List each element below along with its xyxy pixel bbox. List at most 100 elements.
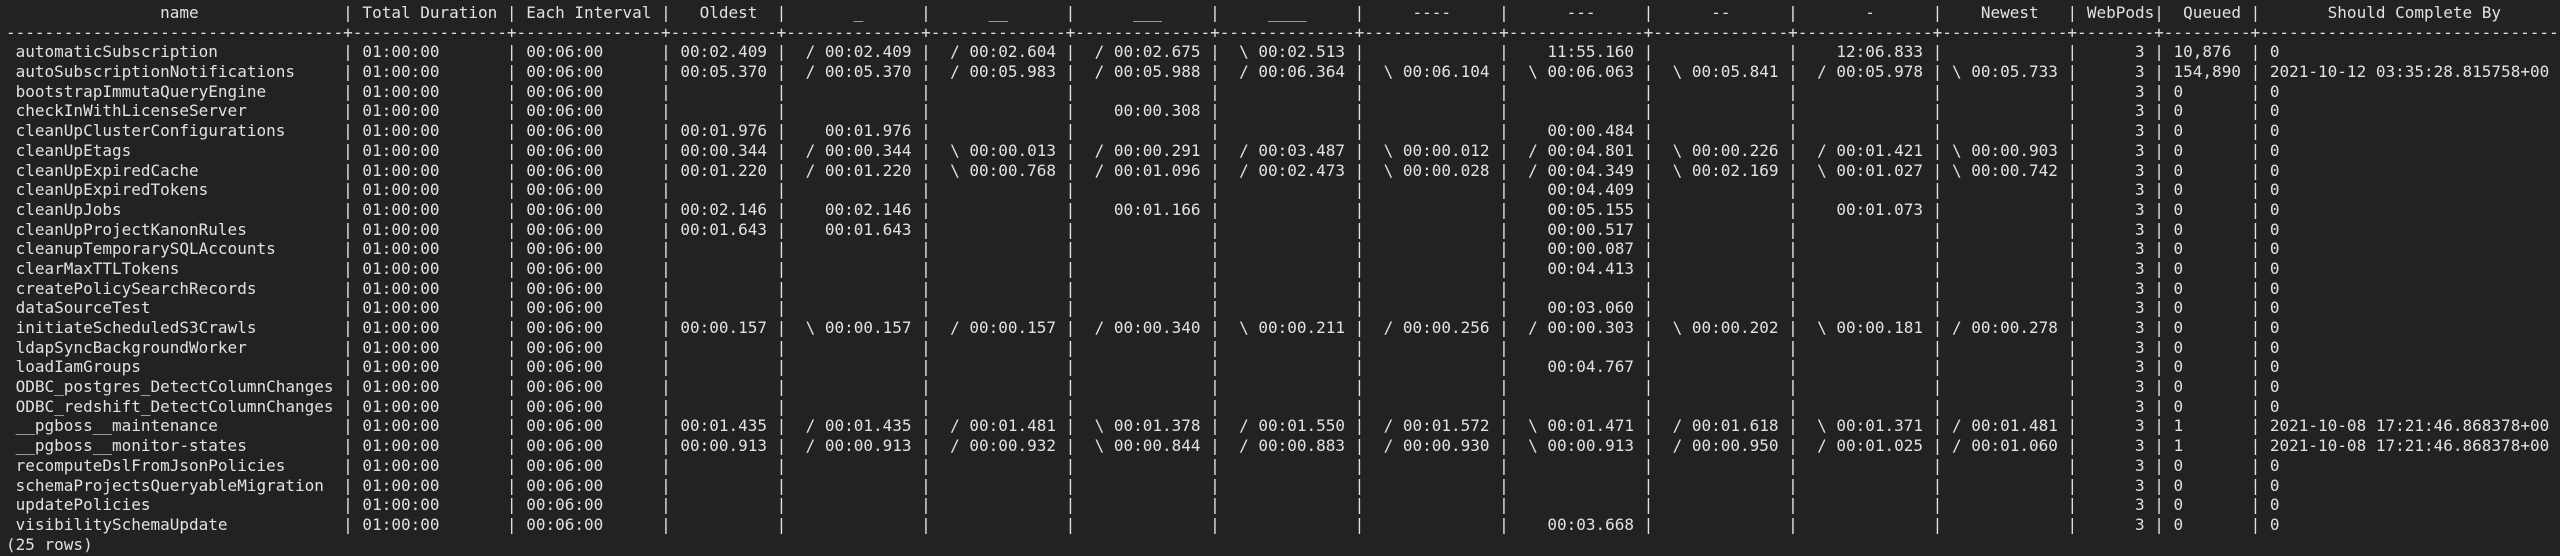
column-separator: | (661, 258, 671, 278)
cell-u2 (931, 101, 1066, 120)
column-separator: | (2067, 357, 2078, 377)
cell-u1: / 00:00.913 (786, 436, 922, 456)
table-row: visibilitySchemaUpdate | 01:00:00 | 00:0… (6, 515, 2560, 535)
column-separator: | (1643, 514, 1654, 534)
column-separator: | (343, 121, 353, 141)
column-separator: | (2067, 199, 2078, 219)
column-separator: | (1788, 101, 1798, 121)
cell-u4: / 00:06.364 (1219, 62, 1355, 82)
column-separator: | (343, 239, 353, 259)
cell-should-complete-by: 0 (2260, 377, 2559, 397)
cell-u3 (1075, 495, 1210, 514)
column-separator: | (2154, 514, 2164, 534)
column-separator: | (2250, 495, 2261, 515)
column-separator: | (1932, 219, 1943, 239)
cell-d1 (1798, 101, 1933, 120)
cell-d2 (1653, 456, 1788, 475)
column-separator: | (2250, 160, 2261, 180)
cell-oldest (671, 515, 777, 534)
column-separator: | (1210, 258, 1220, 278)
cell-should-complete-by: 0 (2260, 514, 2559, 534)
cell-d2: \ 00:00.202 (1653, 318, 1789, 337)
column-header-d1: - (1797, 3, 1933, 22)
cell-d2 (1653, 82, 1788, 101)
column-separator: | (1499, 416, 1509, 436)
column-separator: | (1643, 81, 1654, 101)
cell-d2 (1653, 200, 1788, 219)
column-separator: | (1499, 140, 1509, 160)
column-separator: | (343, 140, 353, 160)
cell-webpods: 3 (2077, 495, 2155, 515)
column-separator: | (1643, 239, 1654, 259)
cell-total-duration: 01:00:00 (352, 416, 507, 436)
cell-name: ODBC_postgres_DetectColumnChanges (6, 377, 344, 397)
column-separator: | (776, 436, 787, 456)
table-row: initiateScheduledS3Crawls | 01:00:00 | 0… (6, 318, 2560, 338)
cell-total-duration: 01:00:00 (352, 377, 507, 397)
column-separator: | (1643, 357, 1654, 377)
table-row: ldapSyncBackgroundWorker | 01:00:00 | 00… (6, 338, 2560, 358)
column-separator: | (921, 42, 931, 62)
cell-name: createPolicySearchRecords (6, 278, 344, 298)
cell-u2 (931, 180, 1066, 199)
cell-each-interval: 00:06:00 (516, 475, 662, 495)
cell-total-duration: 01:00:00 (352, 455, 507, 475)
column-separator: | (1354, 219, 1365, 239)
column-separator: | (661, 199, 671, 219)
column-separator: | (1643, 180, 1654, 200)
column-separator: | (661, 377, 671, 397)
cell-name: clearMaxTTLTokens (6, 258, 344, 278)
cell-d4 (1364, 279, 1499, 298)
cell-d1 (1798, 220, 1933, 239)
column-separator: | (1065, 140, 1076, 160)
column-separator: | (1788, 318, 1798, 337)
cell-total-duration: 01:00:00 (352, 121, 507, 141)
column-separator: | (1354, 298, 1365, 318)
column-separator: | (506, 278, 517, 298)
column-separator: | (2250, 436, 2261, 456)
column-separator: | (776, 62, 787, 82)
cell-u2: / 00:00.157 (930, 318, 1066, 337)
cell-oldest: 00:00.157 (670, 318, 777, 337)
cell-d1: / 00:05.978 (1797, 62, 1933, 82)
column-separator: | (1499, 42, 1509, 62)
cell-d1 (1798, 456, 1933, 475)
cell-name: cleanUpExpiredCache (6, 160, 344, 180)
cell-name: cleanupTemporarySQLAccounts (6, 239, 344, 259)
column-separator: | (661, 278, 671, 298)
cell-oldest: 00:01.976 (670, 121, 777, 141)
column-separator: | (661, 42, 671, 62)
column-separator: | (776, 258, 787, 278)
cell-newest (1942, 279, 2067, 298)
column-separator: | (1932, 436, 1943, 456)
column-separator: | (2154, 298, 2164, 318)
cell-u1 (786, 476, 921, 495)
column-separator: | (1932, 42, 1943, 62)
cell-each-interval: 00:06:00 (516, 337, 662, 357)
cell-d4: \ 00:00.012 (1364, 140, 1500, 160)
column-separator: | (1354, 160, 1365, 180)
cell-each-interval: 00:06:00 (516, 377, 662, 397)
column-separator: | (661, 475, 671, 495)
cell-d4: \ 00:00.028 (1364, 160, 1500, 180)
column-separator: | (1499, 298, 1509, 318)
column-separator: | (776, 3, 787, 22)
column-separator: | (1210, 160, 1220, 180)
column-separator: | (1210, 436, 1220, 456)
column-separator: | (2067, 239, 2078, 259)
cell-u1: / 00:05.370 (786, 62, 922, 82)
cell-u3: / 00:00.340 (1075, 318, 1211, 337)
cell-oldest: 00:00.913 (670, 436, 777, 456)
cell-oldest (671, 377, 777, 396)
column-separator: | (1065, 475, 1076, 495)
cell-d2: \ 00:05.841 (1653, 62, 1789, 82)
column-separator: | (1643, 219, 1654, 239)
column-separator: | (1499, 219, 1509, 239)
column-separator: | (661, 337, 671, 357)
cell-u3 (1075, 239, 1210, 258)
cell-oldest (671, 259, 777, 278)
column-separator: | (2154, 219, 2164, 239)
cell-should-complete-by: 2021-10-12 03:35:28.815758+00 (2260, 62, 2559, 82)
column-separator: | (1065, 219, 1076, 239)
